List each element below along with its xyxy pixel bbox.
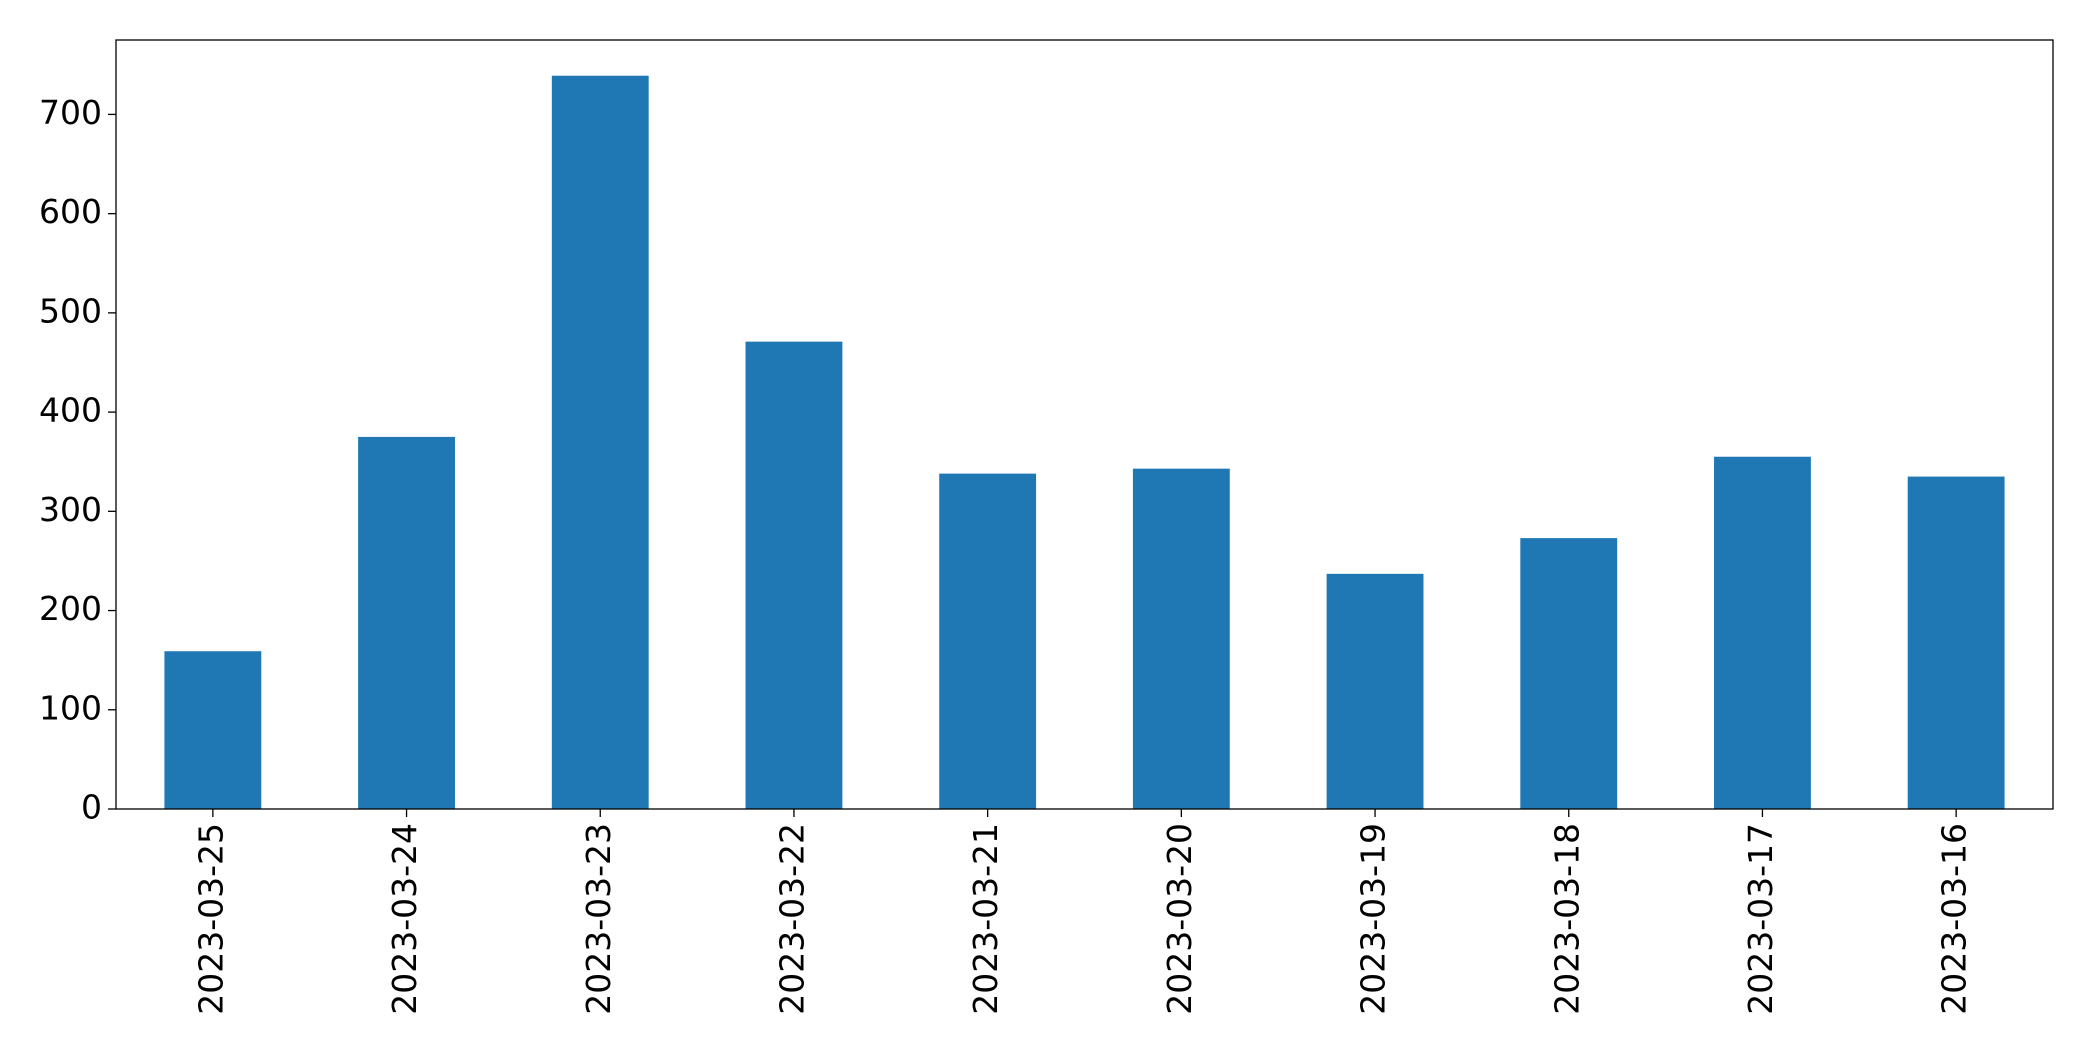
x-tick-label: 2023-03-25 xyxy=(191,823,230,1015)
x-tick-label: 2023-03-24 xyxy=(385,823,424,1015)
bar xyxy=(164,651,262,809)
bar xyxy=(1907,476,2005,809)
y-tick-label: 300 xyxy=(39,490,102,529)
plot-frame xyxy=(115,39,2054,810)
y-tick-label: 600 xyxy=(39,192,102,231)
bar xyxy=(358,436,455,809)
x-tick-label: 2023-03-21 xyxy=(966,823,1005,1015)
x-tick-label: 2023-03-22 xyxy=(772,823,811,1015)
x-tick-label: 2023-03-19 xyxy=(1354,823,1393,1015)
x-tick-label: 2023-03-18 xyxy=(1547,823,1586,1015)
bar xyxy=(1326,573,1424,809)
bar xyxy=(939,473,1037,809)
y-tick-label: 700 xyxy=(39,93,102,132)
bar xyxy=(1714,456,1811,809)
y-tick-label: 500 xyxy=(39,291,102,330)
bar xyxy=(1520,538,1618,809)
y-tick-label: 0 xyxy=(81,788,102,827)
y-tick-label: 100 xyxy=(39,688,102,727)
bar xyxy=(551,75,649,809)
y-tick-label: 400 xyxy=(39,391,102,430)
x-tick-label: 2023-03-17 xyxy=(1741,823,1780,1015)
bar xyxy=(745,341,843,809)
y-tick-label: 200 xyxy=(39,589,102,628)
x-tick-label: 2023-03-20 xyxy=(1160,823,1199,1015)
x-tick-label: 2023-03-16 xyxy=(1935,823,1974,1015)
x-tick-label: 2023-03-23 xyxy=(579,823,618,1015)
bar xyxy=(1132,468,1230,809)
